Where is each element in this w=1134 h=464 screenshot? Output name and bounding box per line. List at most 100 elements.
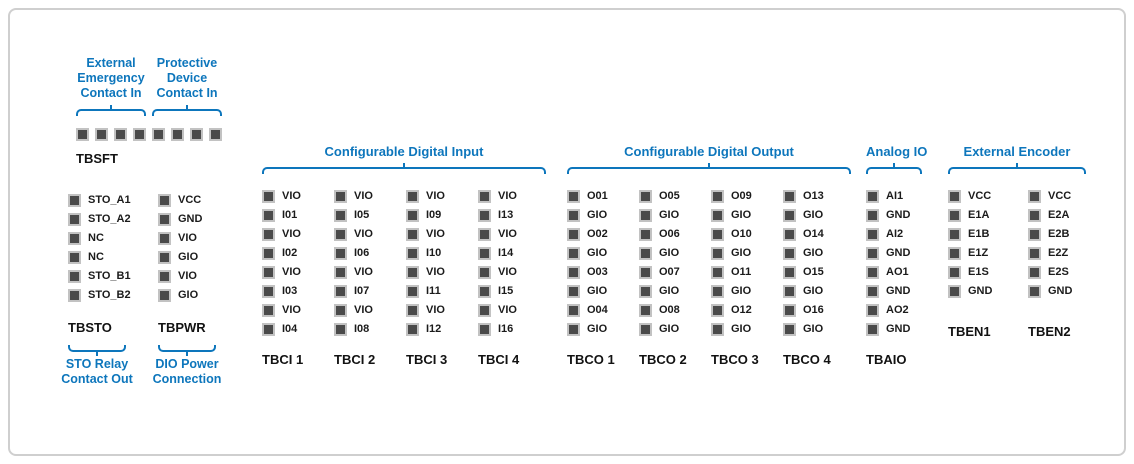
pin-square-icon bbox=[262, 266, 275, 279]
pin-column: O01 GIO O02 GIO O03 GIO O04 GIO bbox=[567, 190, 635, 336]
pin-square-icon bbox=[334, 247, 347, 260]
pin-label: O14 bbox=[803, 228, 824, 240]
terminal-block-tbci3: VIO I09 VIO I10 VIO I11 VIO I12 TBCI 3 bbox=[406, 190, 474, 367]
pin: AO1 bbox=[866, 266, 922, 279]
pin-square-icon bbox=[567, 304, 580, 317]
pin: I06 bbox=[334, 247, 402, 260]
pin-label: O16 bbox=[803, 304, 824, 316]
pin-square-icon bbox=[478, 209, 491, 222]
pin-square-icon bbox=[783, 209, 796, 222]
pin-column: VCC E2A E2B E2Z E2S GND bbox=[1028, 190, 1086, 298]
pin-square-icon bbox=[948, 190, 961, 203]
pin: I14 bbox=[478, 247, 546, 260]
pin-square-icon bbox=[478, 190, 491, 203]
pin-label: VIO bbox=[282, 304, 301, 316]
block-name: TBCO 2 bbox=[639, 352, 687, 367]
terminal-block-tbci2: VIO I05 VIO I06 VIO I07 VIO I08 TBCI 2 bbox=[334, 190, 402, 367]
pin: I13 bbox=[478, 209, 546, 222]
pin-square-icon bbox=[262, 304, 275, 317]
pin: GIO bbox=[783, 285, 851, 298]
pin: VCC bbox=[158, 194, 216, 207]
pin: VIO bbox=[158, 270, 216, 283]
pin-label: I14 bbox=[498, 247, 514, 259]
tbsft-pin-row bbox=[76, 128, 222, 141]
pin: GND bbox=[866, 247, 922, 260]
pin: VCC bbox=[1028, 190, 1086, 203]
section-header: External Encoder bbox=[963, 144, 1071, 159]
pin: GND bbox=[948, 285, 1006, 298]
pin: GND bbox=[866, 209, 922, 222]
section-header: Configurable Digital Input bbox=[324, 144, 484, 159]
pin: O11 bbox=[711, 266, 779, 279]
pin-square-icon bbox=[158, 213, 171, 226]
pin-label: I15 bbox=[498, 285, 514, 297]
pin-square-icon bbox=[783, 323, 796, 336]
pin: GIO bbox=[783, 209, 851, 222]
pin-square-icon bbox=[948, 266, 961, 279]
pin-square-icon bbox=[158, 194, 171, 207]
pin-label: O09 bbox=[731, 190, 752, 202]
pin: O09 bbox=[711, 190, 779, 203]
pin-label: GIO bbox=[587, 247, 608, 259]
pin-label: GIO bbox=[178, 251, 199, 263]
bracket-icon bbox=[567, 167, 851, 174]
pin-square-icon bbox=[262, 209, 275, 222]
block-name: TBCI 3 bbox=[406, 352, 448, 367]
caption-line: Device bbox=[166, 71, 208, 85]
pin-square-icon bbox=[783, 285, 796, 298]
pin: AO2 bbox=[866, 304, 922, 317]
pin-label: GND bbox=[886, 285, 911, 297]
pin-square-icon bbox=[68, 289, 81, 302]
columns-row: O01 GIO O02 GIO O03 GIO O04 GIO TBCO 1 O05 GIO O06 G… bbox=[567, 190, 851, 367]
section-sec-do: Configurable Digital Output O01 GIO O02 GIO O… bbox=[567, 144, 851, 367]
pin: E1Z bbox=[948, 247, 1006, 260]
pin: E2B bbox=[1028, 228, 1086, 241]
pin-label: I04 bbox=[282, 323, 298, 335]
pin: VIO bbox=[478, 190, 546, 203]
pin-label: VIO bbox=[178, 270, 197, 282]
terminal-block-tbco1: O01 GIO O02 GIO O03 GIO O04 GIO TBCO 1 bbox=[567, 190, 635, 367]
pin: GND bbox=[1028, 285, 1086, 298]
pin-square-icon bbox=[334, 190, 347, 203]
pin-square-icon bbox=[68, 251, 81, 264]
pin-label: I09 bbox=[426, 209, 442, 221]
pin-square-icon bbox=[478, 247, 491, 260]
pin-label: O06 bbox=[659, 228, 680, 240]
pin: O10 bbox=[711, 228, 779, 241]
pin-square-icon bbox=[711, 247, 724, 260]
pin-label: I16 bbox=[498, 323, 514, 335]
pin-square-icon bbox=[158, 232, 171, 245]
pin: GIO bbox=[783, 247, 851, 260]
pin-label: GIO bbox=[659, 285, 680, 297]
pin: I16 bbox=[478, 323, 546, 336]
block-name: TBCO 3 bbox=[711, 352, 759, 367]
pin: STO_A2 bbox=[68, 213, 131, 226]
pin: O16 bbox=[783, 304, 851, 317]
pin: GIO bbox=[567, 323, 635, 336]
pin-square-icon bbox=[639, 323, 652, 336]
caption-line: DIO Power bbox=[155, 357, 219, 371]
pin-label: O01 bbox=[587, 190, 608, 202]
pin: VIO bbox=[262, 190, 330, 203]
block-name: TBCI 2 bbox=[334, 352, 376, 367]
section-sec-aio: Analog IO AI1 GND AI2 GND AO1 GND AO2 GND TBAIO bbox=[866, 144, 928, 367]
pin-label: VIO bbox=[426, 266, 445, 278]
caption-bracket: STO Relay Contact Out bbox=[61, 345, 133, 387]
pin-label: VIO bbox=[498, 228, 517, 240]
pin: GIO bbox=[567, 247, 635, 260]
pin-square-icon bbox=[567, 266, 580, 279]
pin: O05 bbox=[639, 190, 707, 203]
pin-square-icon bbox=[334, 209, 347, 222]
section-header: Analog IO bbox=[866, 144, 928, 159]
pin-label: VIO bbox=[178, 232, 197, 244]
pin-label: VIO bbox=[354, 228, 373, 240]
pin: GIO bbox=[158, 289, 216, 302]
pin-column: O13 GIO O14 GIO O15 GIO O16 GIO bbox=[783, 190, 851, 336]
pin: I10 bbox=[406, 247, 474, 260]
pin: E2S bbox=[1028, 266, 1086, 279]
bracket-icon bbox=[152, 109, 222, 116]
pin-label: I07 bbox=[354, 285, 370, 297]
pin-square-icon bbox=[1028, 266, 1041, 279]
pin-label: VIO bbox=[426, 304, 445, 316]
pin-square-icon bbox=[567, 228, 580, 241]
